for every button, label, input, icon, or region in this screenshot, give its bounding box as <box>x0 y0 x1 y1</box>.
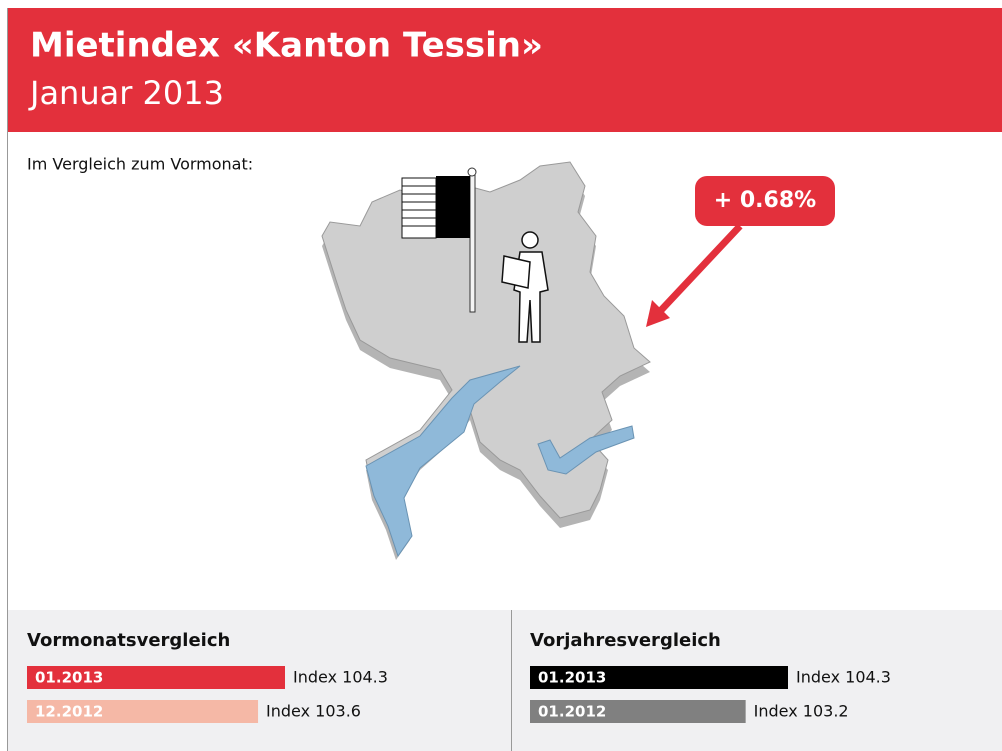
bar-label: 12.2012 <box>35 703 103 721</box>
value-label: Index 104.3 <box>796 668 891 687</box>
header <box>7 8 1002 132</box>
value-label: Index 104.3 <box>293 668 388 687</box>
map <box>321 161 651 560</box>
bar <box>530 700 746 723</box>
panel-title: Vorjahresvergleich <box>530 630 721 651</box>
bar-label: 01.2013 <box>35 669 103 687</box>
title: Mietindex «Kanton Tessin» <box>30 26 543 66</box>
callout-text: + 0.68% <box>714 188 816 213</box>
bar-label: 01.2013 <box>538 669 606 687</box>
callout: + 0.68% <box>646 176 835 327</box>
value-label: Index 103.6 <box>266 702 361 721</box>
panel-title: Vormonatsvergleich <box>27 630 230 651</box>
bar <box>530 666 788 689</box>
intro: Im Vergleich zum Vormonat: <box>27 155 253 174</box>
bar <box>27 700 259 723</box>
bar-label: 01.2012 <box>538 703 606 721</box>
bar <box>27 666 285 689</box>
value-label: Index 103.2 <box>754 702 849 721</box>
subtitle: Januar 2013 <box>28 74 224 112</box>
